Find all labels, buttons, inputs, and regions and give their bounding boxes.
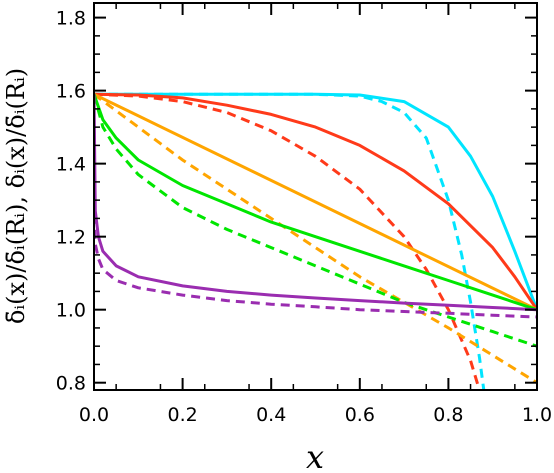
y-tick-label: 1.6 <box>56 81 86 103</box>
series-line-10 <box>94 214 537 319</box>
y-axis-title: δ̄ᵢ(x)/δ̄ᵢ(Rᵢ), δᵢ(x)/δ̄ᵢ(Rᵢ) <box>2 68 30 324</box>
x-tick-label: 0.8 <box>433 404 463 426</box>
series-line-2 <box>94 92 486 390</box>
series-line-3 <box>94 92 537 311</box>
y-tick-label: 1.4 <box>56 154 86 176</box>
plot-frame <box>93 2 538 391</box>
y-tick-label: 1.8 <box>56 8 86 30</box>
series-line-9 <box>94 94 537 312</box>
x-tick-label: 1.0 <box>522 404 552 426</box>
series-line-7 <box>94 93 537 312</box>
series-line-8 <box>94 93 537 348</box>
x-tick-label: 0.2 <box>167 404 197 426</box>
ticks-layer: 0.0 0.2 0.4 0.6 0.8 1.0 0.8 1.0 1.2 1.4 1.6 1.8 <box>56 3 552 426</box>
x-axis-title: x <box>306 438 324 473</box>
series-line-5 <box>94 92 537 312</box>
series-line-6 <box>94 93 537 384</box>
y-tick-label: 1.2 <box>56 227 86 249</box>
x-tick-label: 0.4 <box>256 404 286 426</box>
series-line-1 <box>94 92 537 311</box>
y-tick-label: 1.0 <box>56 300 86 322</box>
y-tick-label: 0.8 <box>56 373 86 395</box>
series-layer <box>94 92 537 390</box>
x-tick-label: 0.0 <box>79 404 109 426</box>
x-tick-label: 0.6 <box>345 404 375 426</box>
series-line-4 <box>94 92 481 390</box>
